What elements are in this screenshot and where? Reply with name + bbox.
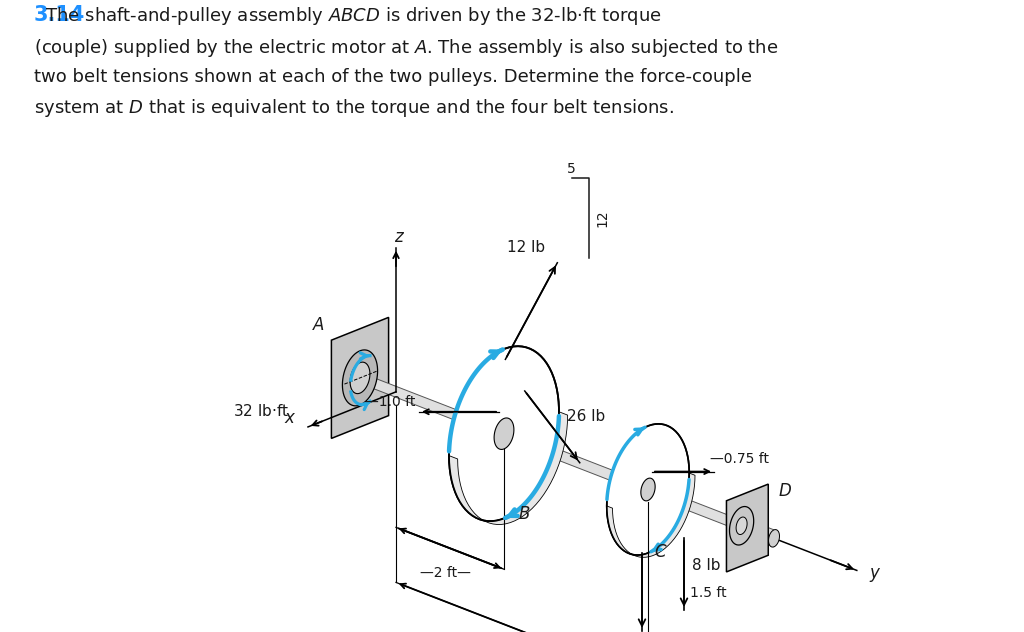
- Text: $y$: $y$: [868, 566, 882, 585]
- Polygon shape: [449, 412, 567, 525]
- Polygon shape: [342, 350, 378, 406]
- Text: $32$ lb·ft: $32$ lb·ft: [232, 403, 289, 419]
- Polygon shape: [350, 362, 370, 394]
- Text: —1.0 ft: —1.0 ft: [365, 395, 415, 409]
- Polygon shape: [332, 317, 388, 439]
- Polygon shape: [736, 517, 748, 535]
- Text: —2 ft—: —2 ft—: [420, 566, 470, 580]
- Polygon shape: [449, 346, 559, 521]
- Text: 12: 12: [595, 209, 609, 227]
- Text: 8 lb: 8 lb: [692, 559, 721, 573]
- Polygon shape: [768, 530, 779, 547]
- Polygon shape: [495, 418, 514, 449]
- Text: $z$: $z$: [394, 228, 406, 246]
- Polygon shape: [641, 478, 655, 501]
- Text: $C$: $C$: [653, 543, 668, 561]
- Polygon shape: [740, 517, 774, 547]
- Text: 12 lb: 12 lb: [508, 240, 546, 255]
- Polygon shape: [607, 424, 689, 555]
- Polygon shape: [729, 506, 754, 545]
- Text: $D$: $D$: [777, 482, 792, 500]
- Text: $B$: $B$: [517, 505, 530, 523]
- Polygon shape: [726, 484, 768, 572]
- Text: —0.75 ft: —0.75 ft: [710, 452, 769, 466]
- Text: $x$: $x$: [284, 409, 296, 427]
- Text: $A$: $A$: [311, 316, 325, 334]
- Text: 26 lb: 26 lb: [566, 409, 605, 424]
- Text: 5: 5: [567, 162, 575, 176]
- Text: The shaft-and-pulley assembly $ABCD$ is driven by the 32-lb·ft torque
(couple) s: The shaft-and-pulley assembly $ABCD$ is …: [34, 5, 778, 119]
- Polygon shape: [607, 473, 695, 557]
- Text: 1.5 ft: 1.5 ft: [690, 586, 727, 600]
- Text: 3.14: 3.14: [34, 5, 85, 25]
- Polygon shape: [360, 372, 756, 537]
